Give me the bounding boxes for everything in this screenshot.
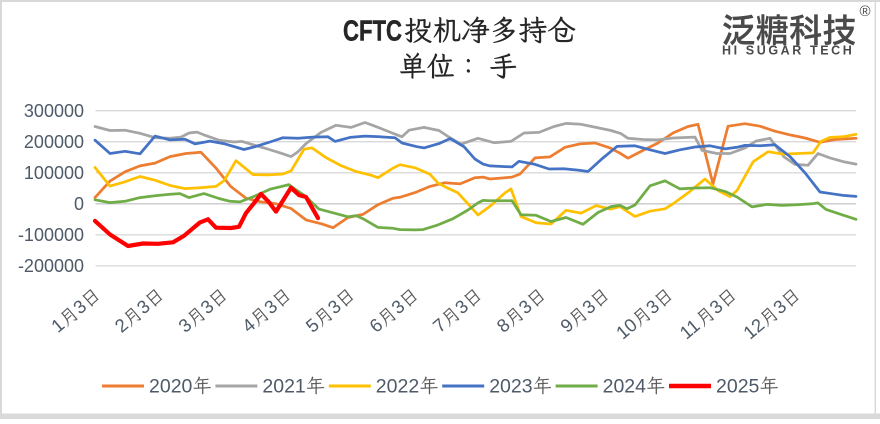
svg-text:HI SUGAR TECH: HI SUGAR TECH: [722, 44, 854, 58]
svg-text:-200000: -200000: [18, 256, 84, 276]
svg-text:0: 0: [74, 194, 84, 214]
svg-text:200000: 200000: [24, 132, 84, 152]
svg-text:-100000: -100000: [18, 225, 84, 245]
svg-text:CFTC: CFTC: [343, 16, 402, 48]
svg-text:2023: 2023: [489, 376, 532, 398]
svg-text:2021: 2021: [262, 376, 305, 398]
svg-text:2020: 2020: [149, 376, 193, 398]
svg-text:2022: 2022: [376, 376, 419, 398]
svg-text:2024: 2024: [603, 376, 647, 398]
svg-text:100000: 100000: [24, 163, 84, 183]
svg-text:300000: 300000: [24, 101, 84, 121]
svg-text:®: ®: [860, 3, 871, 20]
svg-text:2025: 2025: [716, 376, 760, 398]
